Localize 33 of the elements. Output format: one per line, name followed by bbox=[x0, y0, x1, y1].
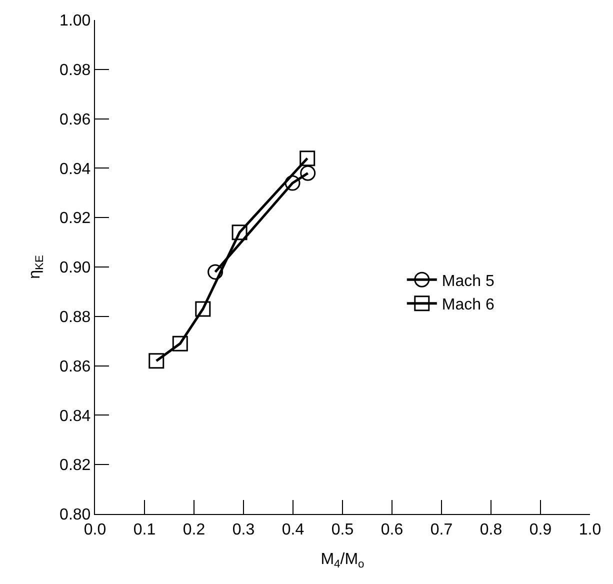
point bbox=[208, 264, 224, 280]
legend-label: Mach 5 bbox=[442, 272, 494, 290]
text: 0.0 bbox=[84, 521, 106, 538]
y-tick-label: 0.98 bbox=[60, 62, 91, 79]
x-tick-label: 0.1 bbox=[133, 521, 156, 538]
point bbox=[148, 353, 164, 369]
x-tick-label: 0.7 bbox=[430, 521, 453, 538]
text: 0.80 bbox=[60, 506, 91, 524]
x-tick-label: 0.8 bbox=[480, 521, 502, 538]
x-axis-title: M$_{4}$/M$_{o}$ bbox=[320, 551, 364, 570]
text: 1.00 bbox=[60, 12, 91, 30]
x-tick-label: 0.5 bbox=[331, 521, 354, 538]
point bbox=[300, 150, 316, 166]
x-tick-label: 0.9 bbox=[529, 521, 552, 538]
y-tick-label: 0.86 bbox=[60, 358, 91, 376]
point bbox=[284, 175, 300, 191]
text: 0.90 bbox=[60, 260, 91, 277]
legend-label: Mach 6 bbox=[442, 296, 494, 314]
text: 1.0 bbox=[578, 521, 602, 538]
y-tick-label: 0.96 bbox=[60, 111, 91, 128]
y-tick-label: 0.84 bbox=[60, 408, 91, 425]
y-tick-label: 0.88 bbox=[60, 309, 91, 326]
x-tick-label: 0.3 bbox=[232, 521, 255, 538]
x-tick-label: 0.2 bbox=[182, 521, 206, 538]
point bbox=[300, 165, 316, 181]
y-tick-label: 0.82 bbox=[60, 457, 91, 474]
x-tick-label: 0.4 bbox=[282, 521, 304, 538]
y-tick-label: 0.94 bbox=[60, 160, 91, 178]
x-tick-label: 0.6 bbox=[380, 521, 404, 538]
point bbox=[195, 301, 211, 317]
y-tick-label: 0.92 bbox=[60, 210, 91, 228]
point bbox=[172, 336, 188, 352]
point bbox=[232, 224, 248, 240]
